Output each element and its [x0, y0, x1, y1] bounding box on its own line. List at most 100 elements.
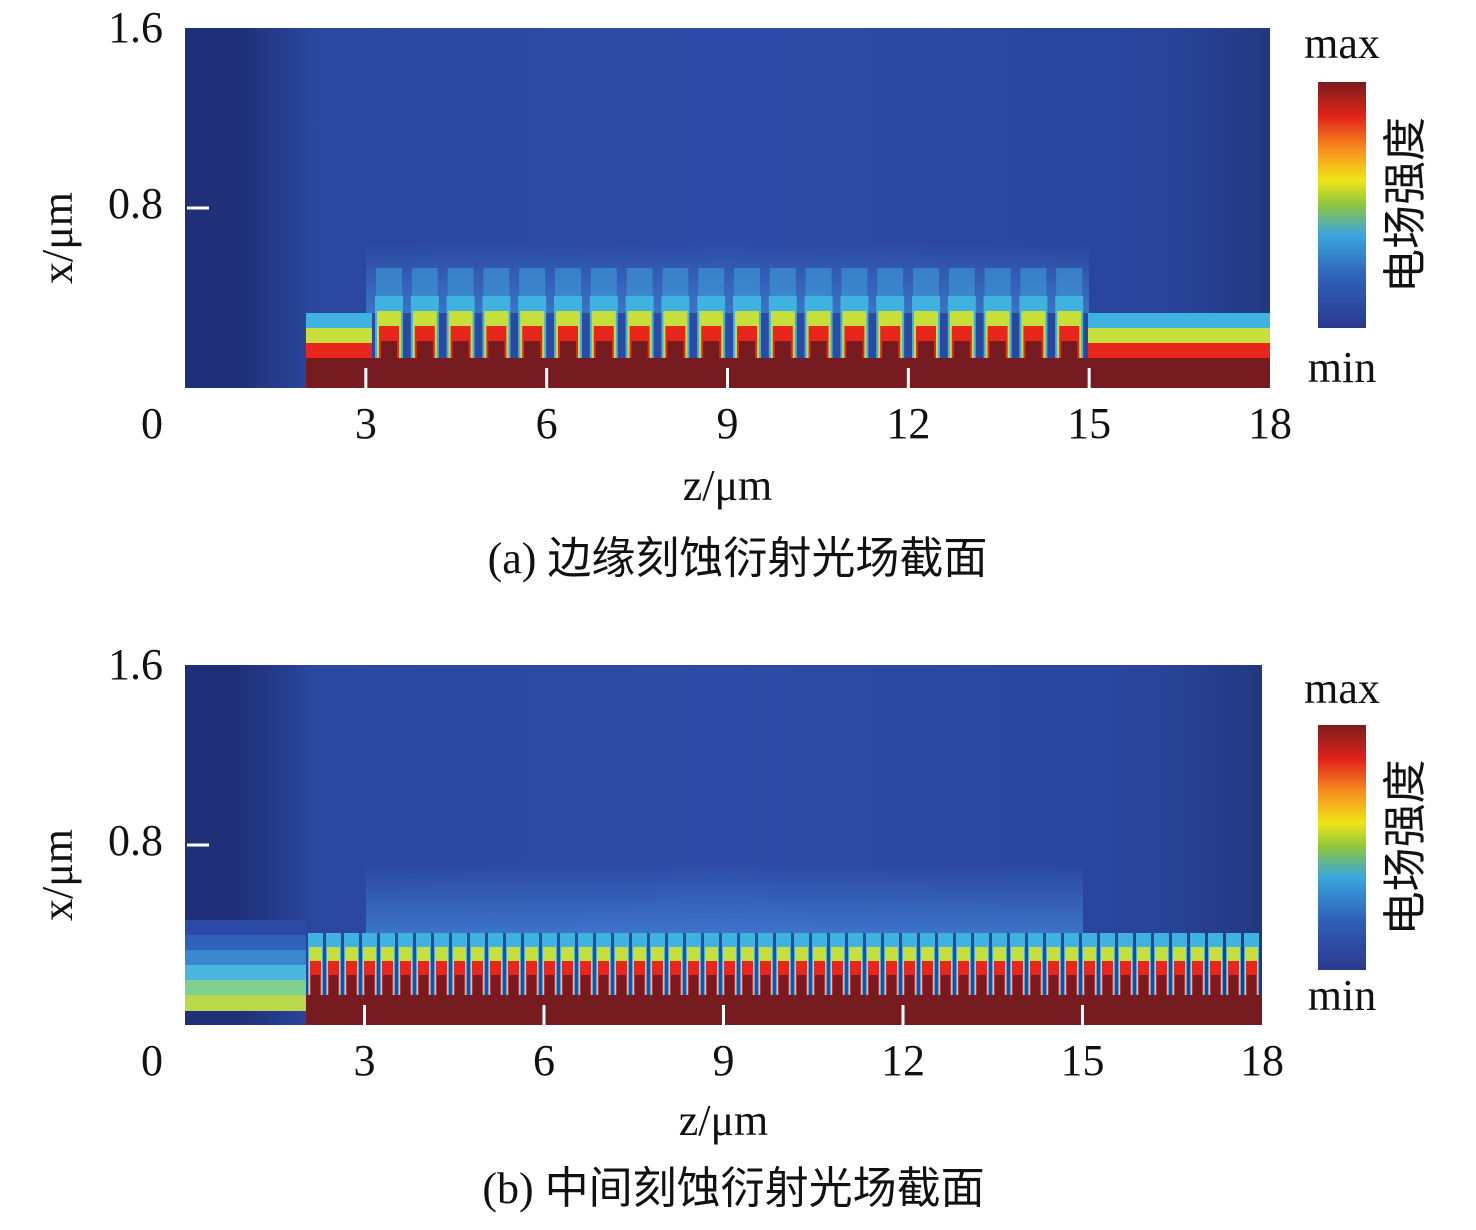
- tooth-layer: [671, 975, 680, 995]
- tooth-layer: [779, 975, 788, 995]
- colorbar: [1318, 82, 1366, 328]
- x-tick-label: 12: [886, 399, 930, 448]
- field-band: [185, 935, 306, 951]
- tooth-layer: [365, 975, 374, 995]
- tooth-layer: [995, 975, 1004, 995]
- tooth-layer: [977, 975, 986, 995]
- tooth-layer: [599, 975, 608, 995]
- field-halo: [948, 268, 975, 298]
- tooth-layer: [473, 975, 482, 995]
- x-tick-label: 0: [141, 1036, 163, 1085]
- tooth-layer: [953, 341, 970, 358]
- tooth-layer: [689, 975, 698, 995]
- x-tick-label: 12: [881, 1036, 925, 1085]
- tooth-layer: [887, 975, 896, 995]
- tooth-layer: [419, 975, 428, 995]
- tooth-layer: [401, 975, 410, 995]
- caption: (b) 中间刻蚀衍射光场截面: [482, 1164, 984, 1213]
- x-tick-label: 15: [1067, 399, 1111, 448]
- tooth-layer: [524, 341, 541, 358]
- field-halo: [519, 268, 546, 298]
- colorbar-min: min: [1308, 343, 1376, 392]
- tooth-layer: [329, 975, 338, 995]
- field-halo: [555, 268, 581, 298]
- x-axis-label: z/μm: [683, 461, 773, 510]
- tooth-layer: [725, 975, 734, 995]
- tooth-layer: [1229, 975, 1238, 995]
- y-axis-label: x/μm: [33, 192, 82, 284]
- field-halo: [662, 268, 689, 298]
- tooth-layer: [851, 975, 860, 995]
- tooth-layer: [1103, 975, 1112, 995]
- field-halo: [984, 268, 1011, 298]
- field-layer: [306, 328, 372, 344]
- colorbar: [1318, 725, 1366, 970]
- y-tick-label: 0.8: [108, 179, 163, 228]
- tooth-layer: [1139, 975, 1148, 995]
- tooth-layer: [797, 975, 806, 995]
- x-tick-label: 18: [1248, 399, 1292, 448]
- x-tick-label: 6: [533, 1036, 555, 1085]
- x-tick-label: 9: [717, 399, 739, 448]
- tooth-layer: [635, 975, 644, 995]
- tooth-layer: [416, 341, 433, 358]
- field-layer: [1088, 313, 1270, 329]
- tooth-layer: [1013, 975, 1022, 995]
- field-layer: [306, 313, 372, 329]
- tooth-layer: [1025, 341, 1042, 358]
- tooth-layer: [707, 975, 716, 995]
- tooth-layer: [743, 975, 752, 995]
- field-halo: [734, 268, 760, 298]
- colorbar-label: 电场强度: [1381, 117, 1430, 293]
- caption: (a) 边缘刻蚀衍射光场截面: [488, 534, 988, 583]
- tooth-layer: [815, 975, 824, 995]
- field-layer: [306, 358, 372, 374]
- x-tick-label: 0: [141, 399, 163, 448]
- tooth-layer: [1211, 975, 1220, 995]
- tooth-layer: [846, 341, 863, 358]
- tooth-layer: [653, 975, 662, 995]
- x-tick-label: 9: [713, 1036, 735, 1085]
- tooth-layer: [1067, 975, 1076, 995]
- field-halo: [805, 268, 832, 298]
- tooth-layer: [1085, 975, 1094, 995]
- y-tick-label: 0.8: [108, 816, 163, 865]
- tooth-layer: [452, 341, 469, 358]
- colorbar-min: min: [1308, 971, 1376, 1020]
- tooth-layer: [1061, 341, 1078, 358]
- field-halo: [626, 268, 653, 298]
- tooth-layer: [1031, 975, 1040, 995]
- tooth-layer: [761, 975, 770, 995]
- tooth-layer: [381, 341, 397, 358]
- field-layer: [1088, 358, 1270, 374]
- tooth-layer: [1247, 975, 1256, 995]
- tooth-layer: [905, 975, 914, 995]
- field-halo: [1056, 268, 1083, 298]
- field-band: [185, 980, 306, 996]
- field-halo: [1020, 268, 1047, 298]
- tooth-layer: [311, 975, 320, 995]
- field-halo: [483, 268, 510, 298]
- x-tick-label: 3: [355, 399, 377, 448]
- field-halo: [698, 268, 725, 298]
- y-tick-label: 1.6: [108, 640, 163, 689]
- colorbar-max: max: [1304, 19, 1380, 68]
- field-band: [185, 950, 306, 966]
- tooth-layer: [437, 975, 446, 995]
- tooth-layer: [667, 341, 684, 358]
- field-halo: [877, 268, 904, 298]
- tooth-layer: [1049, 975, 1058, 995]
- tooth-layer: [617, 975, 626, 995]
- tooth-layer: [833, 975, 842, 995]
- field-halo: [590, 268, 617, 298]
- field-band: [185, 920, 306, 936]
- x-tick-label: 6: [536, 399, 558, 448]
- tooth-layer: [581, 975, 590, 995]
- y-tick-label: 1.6: [108, 3, 163, 52]
- x-axis-label: z/μm: [679, 1096, 769, 1145]
- tooth-layer: [1175, 975, 1184, 995]
- x-tick-label: 15: [1061, 1036, 1105, 1085]
- field-halo: [841, 268, 868, 298]
- colorbar-max: max: [1304, 664, 1380, 713]
